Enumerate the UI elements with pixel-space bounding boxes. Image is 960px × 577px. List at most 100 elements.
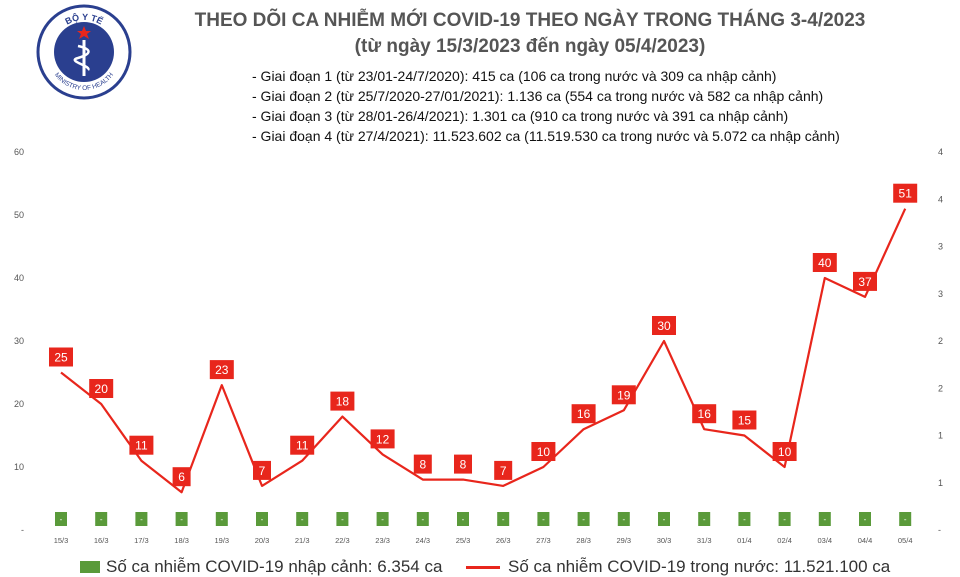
bar-imported bbox=[577, 512, 590, 526]
bar-imported bbox=[537, 512, 550, 526]
bar-imported bbox=[55, 512, 67, 526]
bar-value-label: - bbox=[301, 515, 304, 524]
data-label-box bbox=[812, 253, 837, 272]
x-tick-label: 18/3 bbox=[174, 536, 189, 545]
bar-imported bbox=[859, 512, 871, 526]
ministry-of-health-logo: BỘ Y TẾ MINISTRY OF HEALTH bbox=[36, 4, 132, 100]
bar-imported bbox=[376, 512, 389, 526]
data-label: 11 bbox=[135, 439, 148, 453]
bar-imported bbox=[457, 512, 469, 526]
data-label-box bbox=[89, 379, 114, 398]
x-tick-label: 15/3 bbox=[54, 536, 69, 545]
data-label-box bbox=[772, 442, 797, 461]
bar-imported bbox=[617, 512, 630, 526]
data-label: 12 bbox=[376, 432, 390, 446]
bar-imported bbox=[256, 512, 268, 526]
bar-value-label: - bbox=[783, 515, 786, 524]
bar-value-label: - bbox=[823, 515, 826, 524]
data-label: 10 bbox=[537, 445, 551, 459]
bar-imported bbox=[899, 512, 912, 526]
x-tick-label: 22/3 bbox=[335, 536, 350, 545]
bar-imported bbox=[175, 512, 188, 526]
bar-imported bbox=[95, 512, 108, 526]
x-tick-label: 20/3 bbox=[255, 536, 270, 545]
data-label: 6 bbox=[178, 470, 185, 484]
bar-value-label: - bbox=[904, 515, 907, 524]
data-label-box bbox=[692, 404, 717, 424]
note-period-2: - Giai đoạn 2 (từ 25/7/2020-27/01/2021):… bbox=[252, 88, 824, 104]
chart-title: THEO DÕI CA NHIỄM MỚI COVID-19 THEO NGÀY… bbox=[150, 8, 910, 60]
data-label: 40 bbox=[818, 256, 832, 270]
x-tick-label: 31/3 bbox=[697, 536, 712, 545]
data-label: 20 bbox=[95, 382, 109, 396]
x-tick-label: 02/4 bbox=[777, 536, 792, 545]
title-line-2: (từ ngày 15/3/2023 đến ngày 05/4/2023) bbox=[354, 36, 706, 57]
y-left-tick-label: 30 bbox=[14, 336, 24, 346]
data-label-box bbox=[253, 460, 271, 480]
bar-value-label: - bbox=[421, 515, 424, 524]
legend-item-imported: Số ca nhiễm COVID-19 nhập cảnh: 6.354 ca bbox=[80, 557, 442, 577]
note-period-1: - Giai đoạn 1 (từ 23/01-24/7/2020): 415 … bbox=[252, 68, 777, 84]
x-tick-label: 27/3 bbox=[536, 536, 551, 545]
logo-top-text: BỘ Y TẾ bbox=[63, 11, 104, 26]
bar-imported bbox=[738, 512, 751, 526]
bar-imported bbox=[336, 512, 349, 526]
data-label-box bbox=[652, 316, 676, 335]
legend-imported-label: Số ca nhiễm COVID-19 nhập cảnh: 6.354 ca bbox=[106, 557, 443, 576]
data-label: 37 bbox=[858, 275, 872, 289]
y-left-tick-label: 50 bbox=[14, 210, 24, 220]
data-label: 51 bbox=[899, 187, 913, 201]
data-label-box bbox=[413, 454, 432, 474]
legend-bar-swatch bbox=[80, 561, 100, 573]
x-tick-label: 30/3 bbox=[657, 536, 672, 545]
x-tick-label: 17/3 bbox=[134, 536, 149, 545]
data-label: 10 bbox=[778, 445, 792, 459]
bar-value-label: - bbox=[582, 515, 585, 524]
x-tick-label: 25/3 bbox=[456, 536, 471, 545]
bar-imported bbox=[296, 512, 309, 526]
y-right-tick-label: 4 bbox=[938, 194, 943, 204]
data-label-box bbox=[129, 435, 154, 455]
data-label: 7 bbox=[500, 464, 507, 478]
bar-value-label: - bbox=[261, 515, 264, 524]
bar-imported bbox=[416, 512, 429, 526]
data-label: 8 bbox=[419, 458, 426, 472]
data-label-box bbox=[494, 460, 513, 480]
data-label-box bbox=[209, 360, 234, 380]
bar-imported bbox=[658, 512, 670, 526]
data-label-box bbox=[732, 410, 757, 430]
bar-imported bbox=[497, 512, 510, 526]
bar-value-label: - bbox=[743, 515, 746, 524]
x-tick-label: 23/3 bbox=[375, 536, 390, 545]
y-left-tick-label: 40 bbox=[14, 273, 24, 283]
legend-item-domestic: Số ca nhiễm COVID-19 trong nước: 11.521.… bbox=[466, 557, 890, 577]
data-label: 8 bbox=[460, 458, 467, 472]
x-tick-label: 03/4 bbox=[817, 536, 832, 545]
data-label-box bbox=[571, 404, 596, 424]
data-label: 23 bbox=[215, 363, 229, 377]
x-tick-label: 04/4 bbox=[858, 536, 873, 545]
y-left-tick-label: 60 bbox=[14, 147, 24, 157]
data-label-box bbox=[853, 271, 877, 291]
bar-value-label: - bbox=[381, 515, 384, 524]
bar-value-label: - bbox=[864, 515, 867, 524]
y-right-tick-label: 2 bbox=[938, 383, 943, 393]
data-label: 7 bbox=[259, 464, 266, 478]
data-label: 16 bbox=[698, 407, 712, 421]
data-label-box bbox=[611, 385, 636, 405]
y-left-tick-label: 10 bbox=[14, 462, 24, 472]
title-line-1: THEO DÕI CA NHIỄM MỚI COVID-19 THEO NGÀY… bbox=[194, 10, 866, 31]
x-tick-label: 21/3 bbox=[295, 536, 310, 545]
data-label-box bbox=[454, 454, 472, 474]
data-label: 25 bbox=[54, 351, 68, 365]
y-right-tick-label: 3 bbox=[938, 289, 943, 299]
line-domestic bbox=[60, 208, 907, 494]
x-tick-label: 19/3 bbox=[214, 536, 229, 545]
y-right-tick-label: 3 bbox=[938, 242, 943, 252]
data-label-box bbox=[172, 467, 191, 487]
y-right-tick-label: - bbox=[938, 525, 941, 535]
y-right-tick-label: 1 bbox=[938, 431, 943, 441]
data-label: 16 bbox=[577, 407, 591, 421]
data-label: 15 bbox=[738, 414, 752, 428]
legend: Số ca nhiễm COVID-19 nhập cảnh: 6.354 ca… bbox=[0, 554, 960, 576]
